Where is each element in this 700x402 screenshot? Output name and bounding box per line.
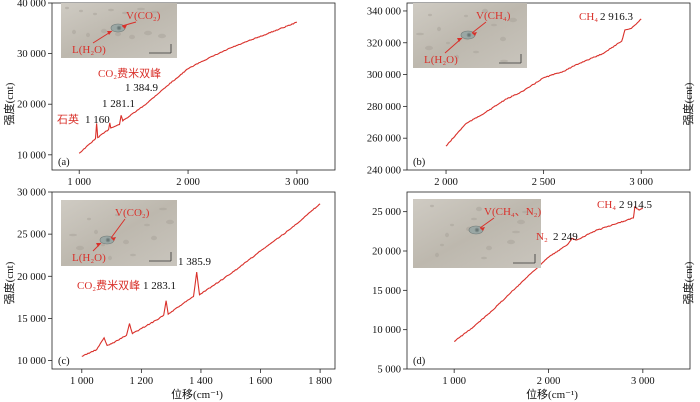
vapor-label: V(CO₂) xyxy=(126,10,161,22)
x-tick-label: 1 400 xyxy=(189,376,213,387)
arrow xyxy=(121,21,137,27)
x-tick-label: 1 200 xyxy=(130,376,154,387)
peak-annotation: 1 385.9 xyxy=(178,256,212,268)
panel-label: (a) xyxy=(58,157,70,168)
y-tick-label: 25 000 xyxy=(372,207,401,218)
y-tick-label: 20 000 xyxy=(17,100,46,111)
peak-annotation: 1 283.1 xyxy=(143,280,176,292)
y-axis-label-right-lower: 强度(cnt) xyxy=(681,261,695,304)
spectrum-line xyxy=(78,21,297,154)
x-tick-label: 3 000 xyxy=(285,177,309,188)
y-tick-label: 340 000 xyxy=(367,6,401,17)
x-tick-label: 2 000 xyxy=(537,376,561,387)
x-tick-label: 1 000 xyxy=(70,376,94,387)
vapor-bubble xyxy=(474,227,480,233)
x-axis-label-left: 位移(cm⁻¹) xyxy=(171,387,223,401)
peak-annotation: CH₄ xyxy=(597,199,616,211)
y-tick-label: 30 000 xyxy=(17,49,46,60)
peak-annotation: CO₂费米双峰 xyxy=(77,279,140,292)
y-tick-label: 320 000 xyxy=(367,38,401,49)
plot-frame xyxy=(51,2,336,171)
y-tick-label: 15 000 xyxy=(17,314,46,325)
vapor-bubble xyxy=(105,237,111,243)
peak-annotation: 1 281.1 xyxy=(102,98,135,110)
spectrum-line xyxy=(81,203,321,357)
y-axis-label-right: 强度(cnt) xyxy=(681,82,695,125)
peak-annotation: N₂ xyxy=(536,231,548,243)
y-tick-label: 300 000 xyxy=(367,70,401,81)
y-axis-label-left: 强度(cnt) xyxy=(2,82,16,125)
peak-annotation: 1 160 xyxy=(85,114,110,126)
panel-label: (d) xyxy=(413,356,426,367)
x-tick-label: 2 500 xyxy=(532,177,556,188)
arrow xyxy=(479,217,495,229)
micrograph-inset: V(CH₄、N₂) xyxy=(413,199,542,268)
y-axis-label-left-lower: 强度(cnt) xyxy=(2,261,16,304)
y-tick-label: 280 000 xyxy=(367,102,401,113)
y-tick-label: 10 000 xyxy=(17,150,46,161)
spectrum-line xyxy=(445,18,642,147)
plot-frame xyxy=(406,2,691,171)
x-tick-label: 2 000 xyxy=(434,177,458,188)
y-tick-label: 25 000 xyxy=(17,230,46,241)
micrograph-inset: V(CO₂) L(H₂O) xyxy=(61,200,177,266)
peak-annotation: 2 914.5 xyxy=(619,199,653,211)
micrograph-inset: V(CH₄) L(H₂O) xyxy=(413,3,527,68)
arrow xyxy=(471,21,487,34)
vapor-label: V(CO₂) xyxy=(115,207,150,219)
vapor-bubble xyxy=(116,25,122,31)
x-tick-label: 1 600 xyxy=(249,376,273,387)
vapor-label: V(CH₄、N₂) xyxy=(484,206,542,218)
x-axis-label-right: 位移(cm⁻¹) xyxy=(526,387,578,401)
y-tick-label: 5 000 xyxy=(377,365,401,376)
y-tick-label: 260 000 xyxy=(367,134,401,145)
y-tick-label: 20 000 xyxy=(372,247,401,258)
panel-a: 1 000 2 000 3 000 10 000 20 000 30 000 40 000 (… xyxy=(17,0,336,188)
plot-frame xyxy=(51,191,336,370)
peak-annotation: 1 384.9 xyxy=(125,82,159,94)
x-tick-label: 2 000 xyxy=(176,177,200,188)
vapor-bubble xyxy=(466,32,472,38)
liquid-label: L(H₂O) xyxy=(72,252,106,264)
panel-d: 1 000 2 000 3 000 5 000 10 000 15 000 20 000 25… xyxy=(372,191,691,387)
y-tick-label: 30 000 xyxy=(17,188,46,199)
y-tick-label: 20 000 xyxy=(17,272,46,283)
x-tick-label: 1 000 xyxy=(442,376,466,387)
micrograph-inset: V(CO₂) L(H₂O) xyxy=(61,3,177,58)
panel-label: (c) xyxy=(58,356,70,367)
spectrum-line xyxy=(453,206,643,342)
liquid-label: L(H₂O) xyxy=(424,54,458,66)
arrow xyxy=(110,218,126,239)
x-tick-label: 3 000 xyxy=(631,376,655,387)
peak-annotation: 2 249 xyxy=(553,231,578,243)
x-tick-label: 1 000 xyxy=(67,177,91,188)
panel-label: (b) xyxy=(413,157,426,168)
peak-annotation: 2 916.3 xyxy=(600,11,634,23)
x-tick-label: 1 800 xyxy=(308,376,332,387)
y-tick-label: 15 000 xyxy=(372,286,401,297)
panel-b: 2 000 2 500 3 000 240 000 260 000 280 000 300 … xyxy=(367,2,691,188)
peak-annotation: CO₂费米双峰 xyxy=(98,67,161,80)
y-tick-label: 240 000 xyxy=(367,166,401,177)
liquid-label: L(H₂O) xyxy=(72,44,106,56)
y-tick-label: 10 000 xyxy=(17,356,46,367)
vapor-label: V(CH₄) xyxy=(476,10,511,22)
peak-annotation: CH₄ xyxy=(579,11,598,23)
y-tick-label: 40 000 xyxy=(17,0,46,10)
x-tick-label: 3 000 xyxy=(629,177,653,188)
y-tick-label: 10 000 xyxy=(372,325,401,336)
peak-annotation: 石英 xyxy=(57,112,79,126)
panel-c: 1 000 1 200 1 400 1 600 1 800 10 000 15 000 20 … xyxy=(17,188,336,387)
